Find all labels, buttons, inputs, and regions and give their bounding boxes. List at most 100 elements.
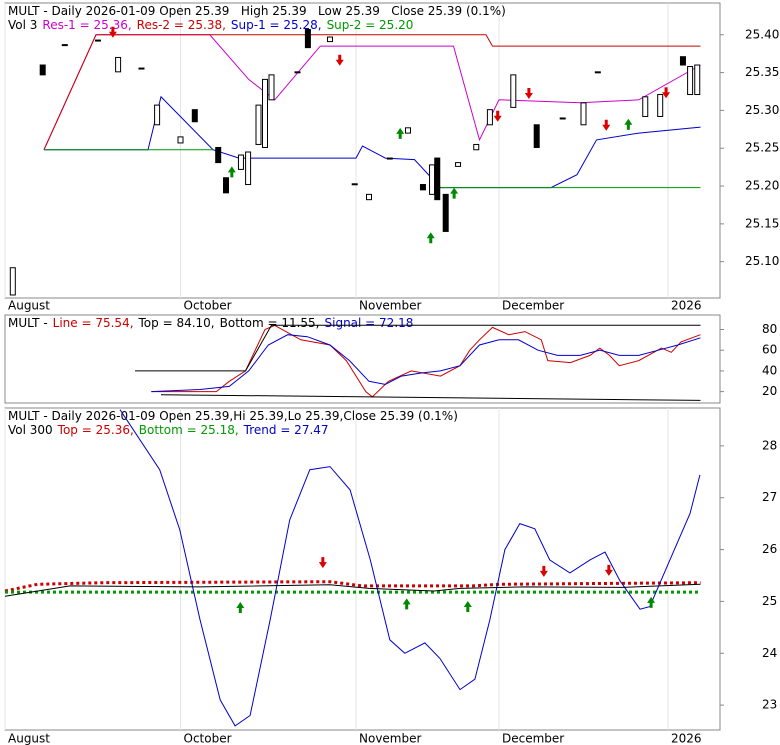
- candle-body: [61, 44, 68, 47]
- x-tick-label: 2026: [671, 299, 702, 313]
- series-line: [160, 394, 701, 401]
- sell-signal: [662, 87, 671, 99]
- y-tick-label: 40: [762, 363, 777, 377]
- legend: Vol 300 Top = 25.36, Bottom = 25.18, Trend …: [8, 423, 329, 437]
- legend-entry: Sup-1 = 25.28,: [231, 18, 322, 32]
- candle-body: [138, 67, 145, 70]
- x-tick-label: 2026: [671, 732, 702, 745]
- legend: Vol 3 Res-1 = 25.36, Res-2 = 25.38, Sup-1 =…: [8, 18, 413, 32]
- panel-title: MULT - Daily 2026-01-09 Open 25.39,Hi 25…: [8, 409, 458, 423]
- y-tick-label: 25.25: [745, 141, 779, 155]
- candle-body: [255, 104, 262, 145]
- x-tick-label: August: [8, 299, 50, 313]
- y-tick-label: 25: [762, 594, 777, 608]
- x-tick-label: November: [359, 732, 421, 745]
- legend-entry: Bottom = 11.55,: [220, 316, 320, 330]
- legend-entry: Top = 84.10,: [138, 316, 215, 330]
- candle-body: [687, 66, 694, 96]
- y-tick-label: 25.40: [745, 27, 779, 41]
- x-tick-label: October: [184, 299, 232, 313]
- candle-body: [429, 164, 436, 195]
- candle-body: [580, 102, 587, 126]
- candle-body: [351, 183, 358, 186]
- x-tick-label: August: [8, 732, 50, 745]
- candle-body: [304, 28, 311, 49]
- x-tick-label: December: [502, 299, 564, 313]
- candle-body: [486, 109, 493, 126]
- candle-body: [419, 184, 426, 191]
- legend-prefix: Vol 3: [8, 18, 37, 32]
- series-line: [44, 149, 701, 189]
- legend-entry: Sup-2 = 25.20: [327, 18, 414, 32]
- y-tick-label: 28: [762, 438, 777, 452]
- panel-title: MULT -: [8, 316, 48, 330]
- panel-header: MULT - Line = 75.54, Top = 84.10, Bottom = …: [8, 316, 413, 330]
- sell-signal: [539, 565, 548, 577]
- legend-entry: Res-2 = 25.38,: [137, 18, 226, 32]
- candle-body: [442, 193, 449, 232]
- candle-body: [642, 96, 649, 117]
- legend-entry: Line = 75.54,: [53, 316, 134, 330]
- legend-entry: Trend = 27.47: [243, 423, 329, 437]
- y-tick-label: 60: [762, 343, 777, 357]
- candle-body: [533, 124, 540, 148]
- sell-signal: [524, 88, 533, 100]
- candle-body: [434, 157, 441, 201]
- candle-body: [327, 36, 333, 43]
- sell-signal: [604, 564, 613, 576]
- candle-body: [177, 136, 184, 144]
- candle-body: [694, 64, 701, 96]
- x-tick-label: October: [184, 732, 232, 745]
- buy-signal: [402, 598, 411, 610]
- candle-body: [223, 177, 229, 194]
- candle-body: [510, 74, 517, 108]
- series-line: [151, 324, 701, 398]
- sell-signal: [318, 557, 327, 569]
- y-tick-label: 25.10: [745, 254, 779, 268]
- y-tick-label: 26: [762, 542, 777, 556]
- candle-body: [405, 127, 411, 134]
- series-line: [4, 583, 701, 597]
- y-tick-label: 25.30: [745, 103, 779, 117]
- candle-body: [366, 193, 372, 201]
- legend-entry: Top = 25.36,: [57, 423, 134, 437]
- candle-body: [262, 78, 268, 148]
- buy-signal: [236, 602, 245, 614]
- panel-frame: [4, 2, 721, 299]
- candle-body: [237, 154, 244, 170]
- y-tick-label: 80: [762, 322, 777, 336]
- legend-entry: Res-1 = 25.36,: [42, 18, 131, 32]
- candle-body: [679, 56, 686, 66]
- y-tick-label: 25.35: [745, 65, 779, 79]
- buy-signal: [647, 596, 656, 608]
- y-tick-label: 23: [762, 698, 777, 712]
- buy-signal: [463, 601, 472, 612]
- panel-header: MULT - Daily 2026-01-09 Open 25.39,Hi 25…: [8, 409, 458, 423]
- panel-header: MULT - Daily 2026-01-09 Open 25.39 High …: [8, 4, 506, 18]
- x-tick-label: December: [502, 732, 564, 745]
- candle-body: [94, 39, 101, 42]
- sell-signal: [602, 119, 611, 131]
- y-tick-label: 24: [762, 646, 777, 660]
- y-tick-label: 25.15: [745, 216, 779, 230]
- candle-body: [191, 109, 198, 123]
- series-line: [135, 324, 701, 372]
- x-tick-label: November: [359, 299, 421, 313]
- candle-body: [154, 104, 161, 126]
- legend-entry: Bottom = 25.18,: [139, 423, 239, 437]
- sell-signal: [108, 26, 117, 38]
- buy-signal: [450, 187, 459, 199]
- y-tick-label: 27: [762, 490, 777, 504]
- y-tick-label: 20: [762, 384, 777, 398]
- y-tick-label: 25.20: [745, 179, 779, 193]
- candle-body: [268, 74, 275, 101]
- legend-prefix: Vol 300: [8, 423, 53, 437]
- buy-signal: [227, 166, 236, 178]
- series-line: [43, 34, 701, 150]
- series-line: [44, 95, 701, 189]
- candle-body: [473, 143, 480, 151]
- panel-frame: [4, 314, 721, 404]
- sell-signal: [335, 54, 344, 66]
